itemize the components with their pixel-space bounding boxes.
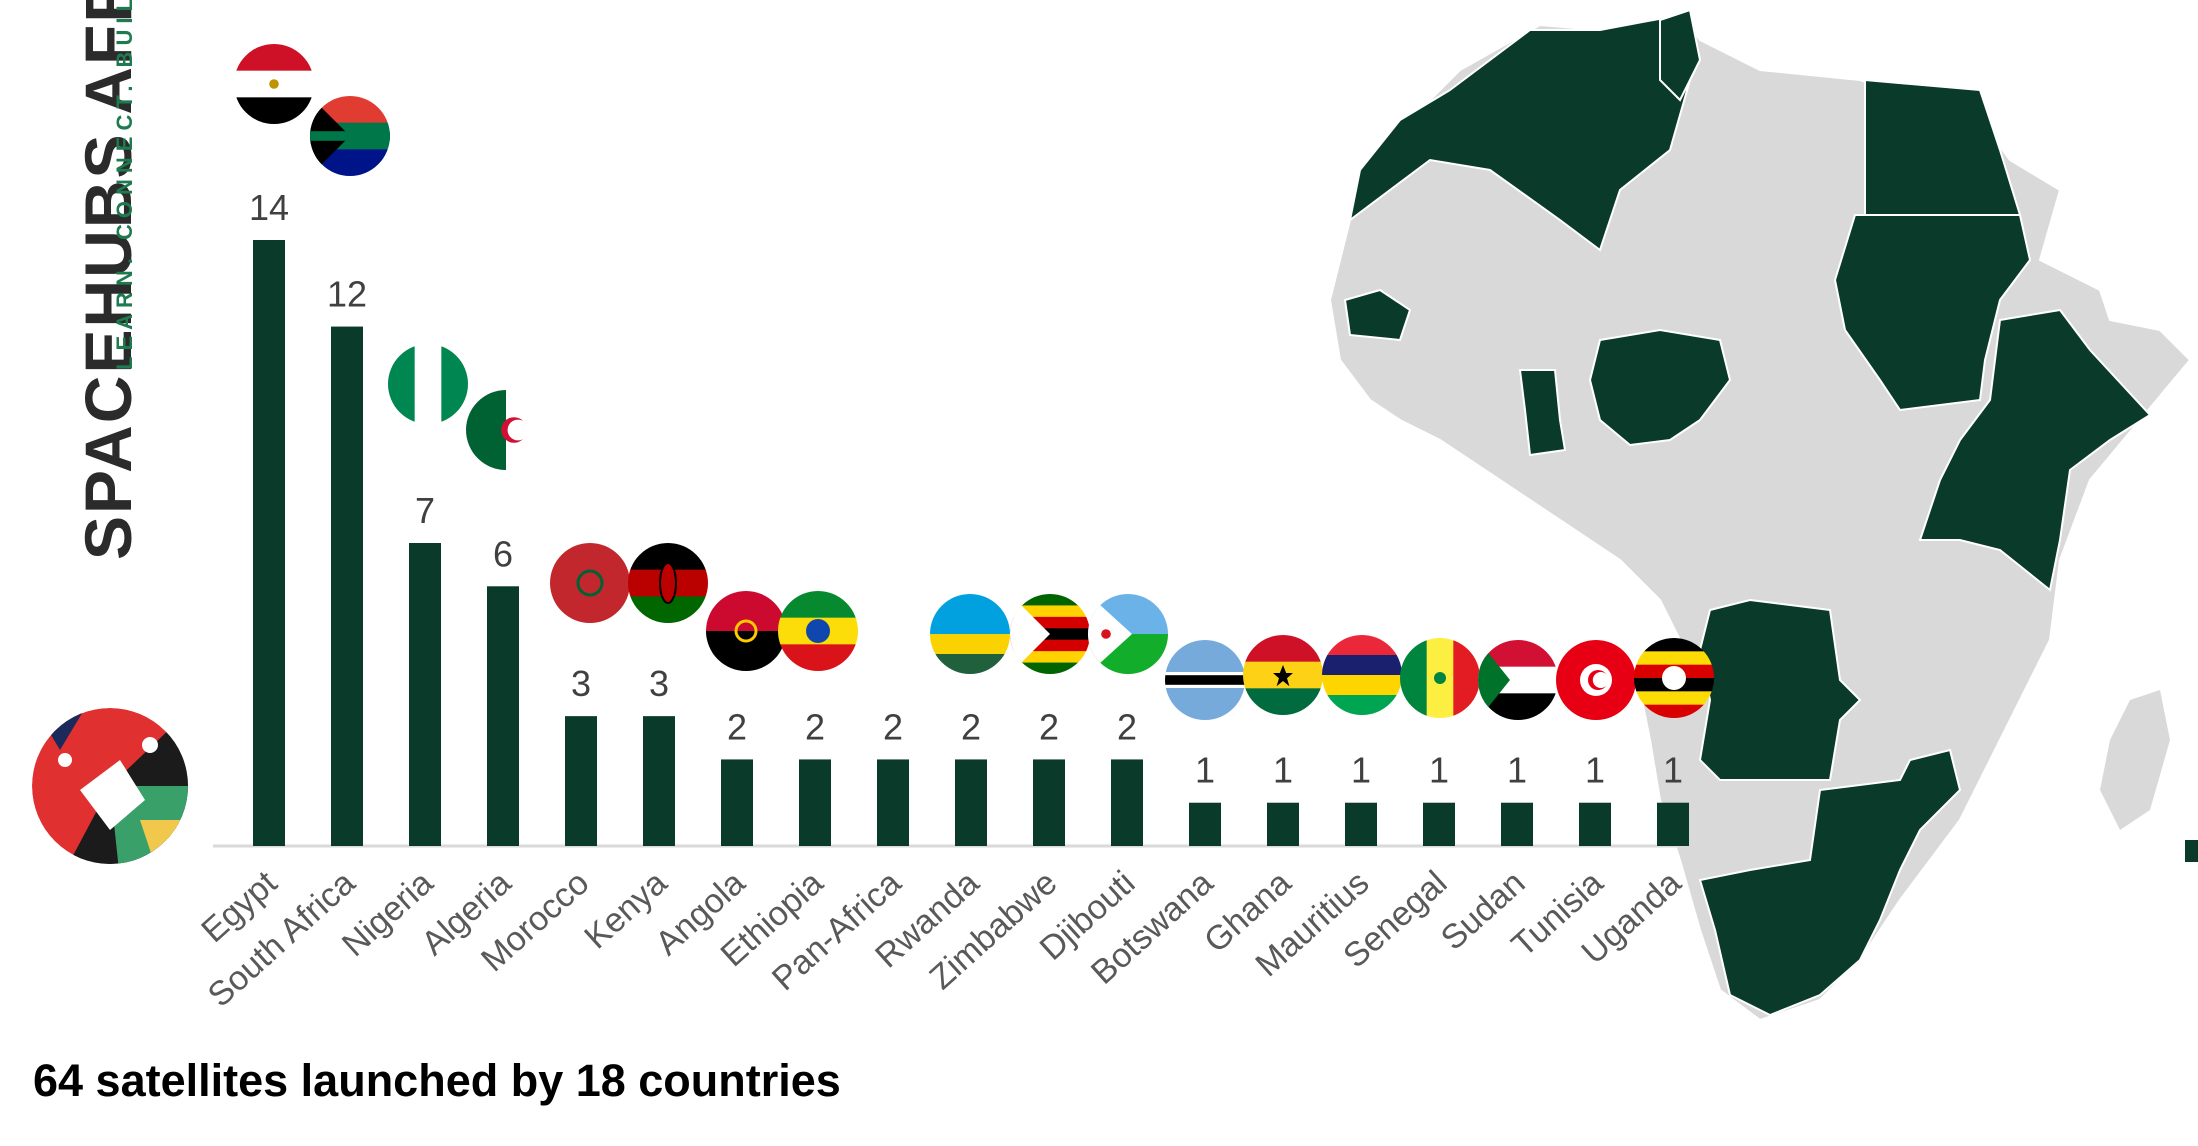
ethiopia-flag-icon: [778, 591, 858, 671]
value-label: 3: [649, 663, 669, 704]
bar-tunisia: [1579, 802, 1611, 846]
senegal-flag-icon: [1400, 638, 1480, 718]
value-label: 14: [249, 187, 289, 228]
map-ethiopia-djibouti-kenya-uganda: [1918, 308, 2152, 592]
zimbabwe-flag-icon: [1010, 594, 1090, 674]
value-label: 1: [1273, 750, 1293, 791]
bar-sudan: [1501, 802, 1533, 846]
value-label: 2: [961, 706, 981, 747]
value-label: 6: [493, 533, 513, 574]
ghana-flag-icon: [1243, 635, 1323, 715]
bar-algeria: [487, 586, 519, 846]
value-label: 1: [1663, 750, 1683, 791]
spacehubs-logo-icon: [32, 708, 188, 864]
map-senegal: [1343, 288, 1412, 342]
chart-caption: 64 satellites launched by 18 countries: [33, 1055, 841, 1106]
kenya-flag-icon: [628, 543, 708, 623]
value-label: 1: [1507, 750, 1527, 791]
map-sudan: [1833, 214, 2032, 412]
botswana-flag-icon: [1165, 640, 1245, 720]
value-label: 3: [571, 663, 591, 704]
sudan-flag-icon: [1478, 640, 1558, 720]
south-africa-flag-icon: [310, 96, 390, 176]
bar-senegal: [1423, 802, 1455, 846]
bar-nigeria: [409, 543, 441, 846]
angola-flag-icon: [706, 591, 786, 671]
madagascar: [2100, 690, 2170, 830]
nigeria-flag-icon: [388, 344, 468, 424]
uganda-flag-icon: [1634, 638, 1714, 718]
value-label: 2: [1117, 706, 1137, 747]
bar-mauritius: [1345, 802, 1377, 846]
bars-group: [253, 240, 1689, 847]
category-label: Nigeria: [335, 864, 441, 964]
value-labels-group: 14 12 7 6 3 3 2 2 2 2 2 2 1 1 1 1 1 1 1: [249, 187, 1683, 791]
value-label: 2: [727, 706, 747, 747]
map-nigeria: [1588, 328, 1732, 447]
bar-uganda: [1657, 802, 1689, 846]
flags-group: [234, 44, 1714, 720]
bar-zimbabwe: [1033, 759, 1065, 846]
bar-angola: [721, 759, 753, 846]
bar-rwanda: [955, 759, 987, 846]
value-label: 1: [1585, 750, 1605, 791]
tunisia-flag-icon: [1556, 640, 1636, 720]
bar-ethiopia: [799, 759, 831, 846]
bar-egypt: [253, 240, 285, 846]
value-label: 2: [883, 706, 903, 747]
bar-djibouti: [1111, 759, 1143, 846]
value-label: 1: [1429, 750, 1449, 791]
morocco-flag-icon: [550, 543, 630, 623]
value-label: 1: [1195, 750, 1215, 791]
value-label: 1: [1351, 750, 1371, 791]
bar-morocco: [565, 716, 597, 846]
map-egypt: [1864, 78, 2022, 216]
egypt-flag-icon: [234, 44, 314, 124]
bar-botswana: [1189, 802, 1221, 846]
mauritius-flag-icon: [1322, 635, 1402, 715]
value-label: 2: [1039, 706, 1059, 747]
map-zimbabwe-southern-africa: [1698, 748, 1962, 1017]
value-label: 2: [805, 706, 825, 747]
map-ghana: [1518, 369, 1567, 457]
map-tunisia: [1659, 8, 1702, 102]
bar-ghana: [1267, 802, 1299, 846]
africa-map-icon: [1328, 8, 2198, 1022]
brand-tagline: LEARN. CONNECT. BUILD.: [112, 0, 137, 370]
djibouti-flag-icon: [1088, 594, 1168, 674]
value-label: 12: [327, 274, 367, 315]
algeria-flag-icon: [466, 390, 546, 470]
value-label: 7: [415, 490, 435, 531]
map-morocco-algeria: [1348, 13, 1692, 252]
bar-kenya: [643, 716, 675, 846]
bar-pan-africa: [877, 759, 909, 846]
map-mauritius: [2185, 840, 2198, 862]
rwanda-flag-icon: [930, 594, 1010, 674]
bar-south-africa: [331, 326, 363, 847]
